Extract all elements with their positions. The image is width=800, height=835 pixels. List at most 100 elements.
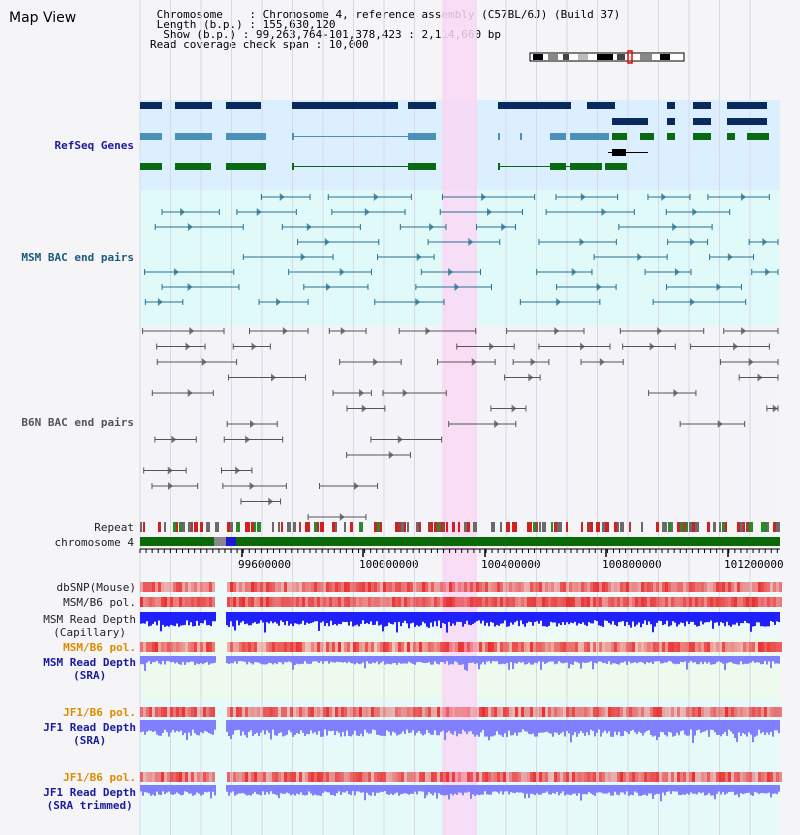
- read-depth-bar: [156, 612, 158, 626]
- polymorphism-cell: [194, 772, 197, 782]
- polymorphism-cell: [488, 707, 491, 717]
- polymorphism-cell: [299, 642, 302, 652]
- read-depth-bar: [584, 785, 586, 795]
- read-depth-bar: [674, 720, 676, 736]
- msm-bac-pair-arrow: [454, 283, 460, 291]
- read-depth-bar: [362, 656, 364, 663]
- read-depth-bar: [214, 612, 216, 622]
- read-depth-bar: [448, 656, 450, 665]
- read-depth-bar: [228, 656, 230, 664]
- read-depth-bar: [644, 720, 646, 733]
- polymorphism-cell: [278, 597, 281, 607]
- read-depth-bar: [778, 785, 780, 792]
- read-depth-bar: [672, 720, 674, 737]
- polymorphism-cell: [671, 582, 674, 592]
- read-depth-bar: [234, 612, 236, 631]
- polymorphism-cell: [326, 597, 329, 607]
- read-depth-bar: [346, 785, 348, 792]
- read-depth-bar: [476, 720, 478, 735]
- read-depth-bar: [606, 656, 608, 665]
- read-depth-bar: [498, 720, 500, 735]
- polymorphism-cell: [473, 642, 476, 652]
- read-depth-bar: [620, 656, 622, 663]
- read-depth-bar: [480, 785, 482, 795]
- read-depth-bar: [320, 720, 322, 737]
- polymorphism-cell: [566, 707, 569, 717]
- polymorphism-cell: [506, 642, 509, 652]
- read-depth-bar: [378, 656, 380, 665]
- b6n-bac-track-label[interactable]: B6N BAC end pairs: [21, 416, 134, 429]
- read-depth-bar: [178, 612, 180, 627]
- polymorphism-cell: [140, 707, 143, 717]
- polymorphism-cell: [665, 642, 668, 652]
- polymorphism-cell: [461, 772, 464, 782]
- read-depth-bar: [326, 656, 328, 662]
- read-depth-bar: [684, 720, 686, 735]
- polymorphism-cell: [452, 707, 455, 717]
- polymorphism-cell: [380, 597, 383, 607]
- read-depth-bar: [608, 785, 610, 793]
- polymorphism-cell: [467, 642, 470, 652]
- read-depth-bar: [640, 656, 642, 662]
- read-depth-bar: [226, 656, 228, 664]
- polymorphism-cell: [659, 582, 662, 592]
- polymorphism-cell: [743, 707, 746, 717]
- read-depth-bar: [514, 612, 516, 623]
- read-depth-bar: [752, 720, 754, 743]
- polymorphism-cell: [542, 582, 545, 592]
- read-depth-bar: [422, 785, 424, 792]
- read-depth-bar: [598, 720, 600, 730]
- read-depth-bar: [690, 785, 692, 793]
- repeat-element: [668, 522, 671, 532]
- polymorphism-cell: [686, 582, 689, 592]
- polymorphism-cell: [536, 582, 539, 592]
- read-depth-bar: [458, 720, 460, 734]
- polymorphism-cell: [740, 597, 743, 607]
- read-depth-bar: [462, 720, 464, 730]
- polymorphism-cell: [404, 597, 407, 607]
- read-depth-bar: [562, 656, 564, 664]
- read-depth-bar: [650, 612, 652, 625]
- polymorphism-cell: [746, 582, 749, 592]
- polymorphism-cell: [227, 597, 230, 607]
- repeat-element: [587, 522, 591, 532]
- read-depth-bar: [372, 612, 374, 626]
- polymorphism-cell: [401, 642, 404, 652]
- polymorphism-cell: [743, 642, 746, 652]
- read-depth-bar: [690, 612, 692, 622]
- polymorphism-cell: [158, 707, 161, 717]
- read-depth-bar: [766, 656, 768, 665]
- read-depth-bar: [266, 612, 268, 623]
- read-depth-bar: [630, 720, 632, 731]
- read-depth-bar: [294, 720, 296, 735]
- polymorphism-cell: [725, 642, 728, 652]
- msm-bac-track-label[interactable]: MSM BAC end pairs: [21, 251, 134, 264]
- read-depth-bar: [734, 720, 736, 739]
- polymorphism-cell: [191, 597, 194, 607]
- polymorphism-cell: [296, 582, 299, 592]
- refseq-track-label[interactable]: RefSeq Genes: [54, 139, 134, 152]
- polymorphism-cell: [668, 642, 671, 652]
- gene-exon: [612, 133, 627, 140]
- read-depth-bar: [722, 720, 724, 735]
- polymorphism-cell: [383, 582, 386, 592]
- read-depth-bar: [402, 785, 404, 794]
- read-depth-bar: [298, 785, 300, 795]
- read-depth-bar: [214, 656, 216, 663]
- polymorphism-cell: [746, 597, 749, 607]
- read-depth-bar: [354, 656, 356, 665]
- polymorphism-cell: [323, 582, 326, 592]
- polymorphism-cell: [407, 582, 410, 592]
- polymorphism-cell: [365, 642, 368, 652]
- read-depth-bar: [198, 656, 200, 665]
- polymorphism-cell: [581, 642, 584, 652]
- read-depth-bar: [338, 656, 340, 663]
- polymorphism-cell: [455, 582, 458, 592]
- read-depth-bar: [376, 785, 378, 793]
- repeat-element: [629, 522, 631, 532]
- read-depth-bar: [338, 612, 340, 624]
- polymorphism-cell: [635, 772, 638, 782]
- polymorphism-cell: [614, 597, 617, 607]
- read-depth-bar: [172, 785, 174, 795]
